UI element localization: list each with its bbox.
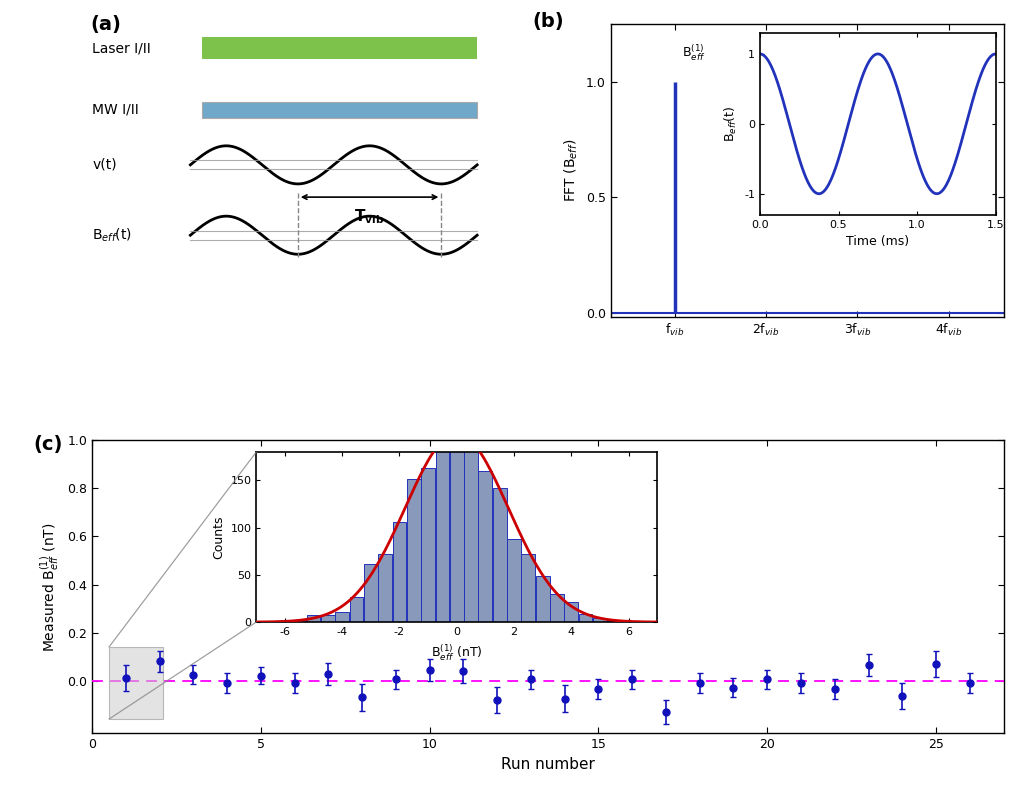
Text: (b): (b)	[532, 12, 564, 31]
Y-axis label: FFT (B$_{eff}$): FFT (B$_{eff}$)	[563, 139, 581, 202]
Text: B$_{eff}$(t): B$_{eff}$(t)	[92, 226, 132, 244]
Text: B$_{eff}^{(1)}$: B$_{eff}^{(1)}$	[682, 44, 706, 64]
Y-axis label: Measured B$_{eff}^{(1)}$ (nT): Measured B$_{eff}^{(1)}$ (nT)	[39, 522, 61, 652]
Text: v(t): v(t)	[92, 158, 117, 172]
FancyBboxPatch shape	[109, 647, 163, 719]
Text: (c): (c)	[33, 434, 62, 454]
Bar	[202, 37, 477, 60]
Text: (a): (a)	[90, 15, 121, 35]
Bar	[202, 102, 477, 118]
Text: $\mathbf{T_{vib}}$: $\mathbf{T_{vib}}$	[354, 207, 385, 226]
X-axis label: Run number: Run number	[501, 757, 595, 772]
Text: Laser I/II: Laser I/II	[92, 41, 151, 56]
Text: MW I/II: MW I/II	[92, 102, 139, 117]
